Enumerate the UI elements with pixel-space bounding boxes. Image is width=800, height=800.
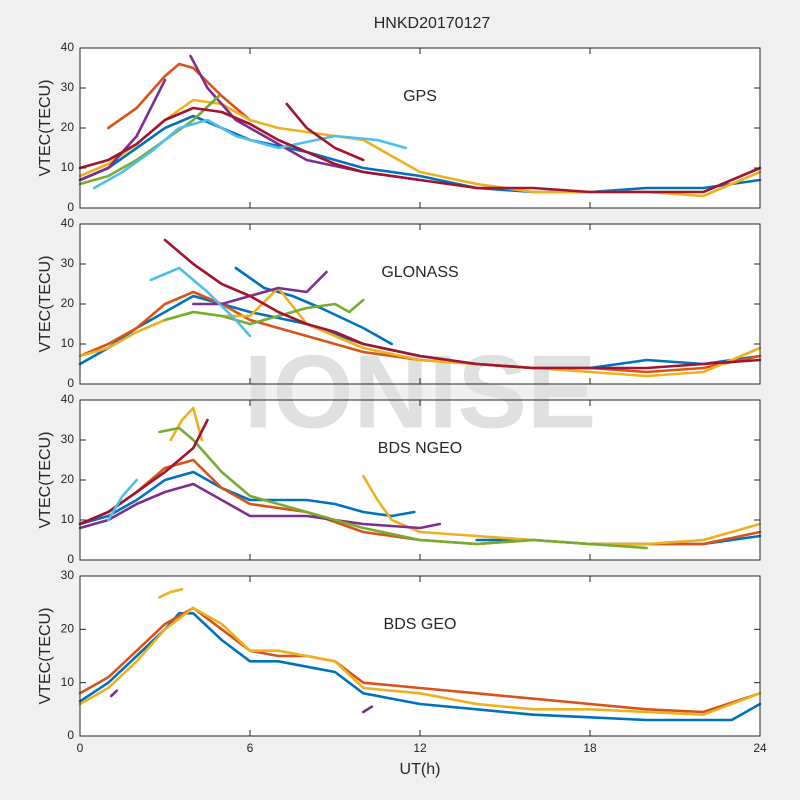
y-tick-label: 0 [67,376,74,390]
y-tick-label: 30 [61,432,75,446]
y-tick-label: 0 [67,728,74,742]
y-tick-label: 40 [61,392,75,406]
watermark: IONISE [244,334,597,450]
series-line [78,94,221,186]
series-line [192,270,328,306]
series-line [78,418,209,526]
lines-group: GPS GLONASS BDS NGEO BDS GEO [78,54,762,722]
series-line [78,290,762,374]
y-tick-label: 20 [61,622,75,636]
panel-label: BDS NGEO [378,440,462,457]
series-line [362,474,762,546]
series-line [109,689,119,698]
series-line [92,118,408,190]
x-tick-label: 18 [583,741,597,755]
series-line [169,406,204,442]
plot-area [80,400,760,560]
series-line [362,705,374,714]
series-line [78,106,762,194]
x-tick-label: 6 [247,741,254,755]
series-line [163,298,365,326]
y-axis-label: VTEC(TECU) [37,80,54,177]
y-tick-label: 10 [61,336,75,350]
y-tick-label: 10 [61,512,75,526]
x-tick-label: 24 [753,741,767,755]
axes-group [80,48,760,736]
series-line [158,588,184,599]
y-tick-label: 20 [61,120,75,134]
frames-group: 0 10 20 30 40 VTEC(TECU) 0 10 20 30 40 VTEC(TECU) 0 1… [37,40,767,778]
x-tick-label: 12 [413,741,427,755]
series-line [285,102,365,162]
panel-label: GLONASS [381,264,458,281]
y-tick-label: 40 [61,216,75,230]
series-line [234,266,393,346]
series-line [163,238,762,370]
series-line [158,426,648,550]
series-line [78,294,762,370]
y-tick-label: 30 [61,256,75,270]
y-axis-label: VTEC(TECU) [37,608,54,705]
y-tick-label: 0 [67,552,74,566]
plot-area [80,48,760,208]
y-tick-label: 40 [61,40,75,54]
y-tick-label: 30 [61,80,75,94]
figure-title: HNKD20170127 [374,15,491,32]
panel-label: BDS GEO [384,616,457,633]
series-line [107,478,138,522]
y-tick-label: 30 [61,568,75,582]
y-tick-label: 20 [61,472,75,486]
series-line [149,266,252,338]
x-axis-label: UT(h) [400,761,441,778]
y-tick-label: 0 [67,200,74,214]
series-line [78,482,442,530]
series-line [78,470,416,526]
series-line [78,606,762,716]
y-axis-label: VTEC(TECU) [37,256,54,353]
y-tick-label: 10 [61,160,75,174]
series-line [107,62,252,130]
y-axis-label: VTEC(TECU) [37,432,54,529]
y-tick-label: 10 [61,675,75,689]
x-tick-label: 0 [77,741,84,755]
panel-label: GPS [403,88,437,105]
series-line [78,114,762,194]
y-tick-label: 20 [61,296,75,310]
